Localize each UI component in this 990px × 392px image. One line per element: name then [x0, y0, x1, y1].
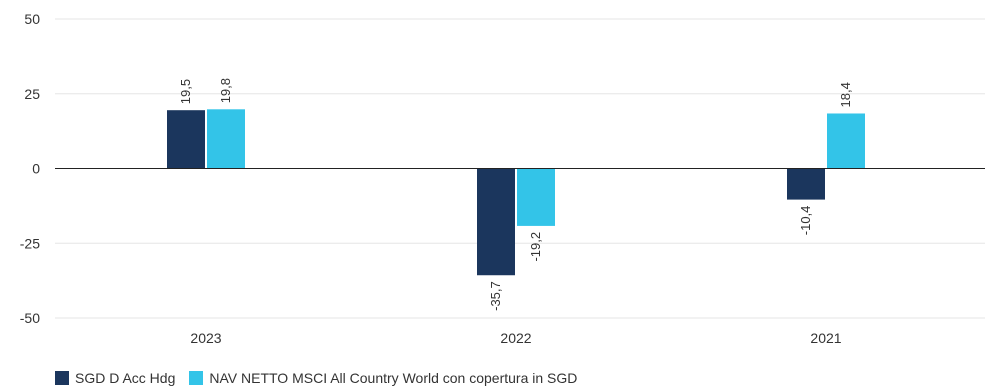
- y-tick-label: -25: [20, 235, 40, 251]
- legend-label-series-2: NAV NETTO MSCI All Country World con cop…: [209, 370, 578, 386]
- gridlines: [55, 18, 985, 319]
- x-axis: 2023 2022 2021: [190, 330, 841, 346]
- y-tick-label: 0: [32, 161, 40, 177]
- data-label-series-1-2022: -35,7: [488, 281, 503, 311]
- legend-swatch-series-1: [55, 371, 69, 385]
- bar-series-2-2023: [207, 109, 245, 169]
- y-axis: 50 25 0 -25 -50: [20, 11, 40, 326]
- bar-series-1-2022: [477, 168, 515, 276]
- bar-series-2-2021: [827, 113, 865, 169]
- data-label-series-2-2021: 18,4: [838, 82, 853, 107]
- bar-series-1-2023: [167, 110, 205, 169]
- legend-item-series-1: SGD D Acc Hdg: [55, 370, 175, 386]
- x-tick-label: 2023: [190, 330, 221, 346]
- y-tick-label: -50: [20, 310, 40, 326]
- legend-swatch-series-2: [189, 371, 204, 385]
- legend: SGD D Acc Hdg NAV NETTO MSCI All Country…: [55, 370, 577, 386]
- x-tick-label: 2021: [810, 330, 841, 346]
- y-tick-label: 50: [24, 11, 40, 27]
- bars: 19,5 19,8 -35,7 -19,2 -10,4 18,4: [167, 78, 865, 311]
- data-label-series-2-2023: 19,8: [218, 78, 233, 103]
- data-label-series-1-2021: -10,4: [798, 206, 813, 236]
- x-tick-label: 2022: [500, 330, 531, 346]
- legend-label-series-1: SGD D Acc Hdg: [75, 370, 176, 386]
- data-label-series-2-2022: -19,2: [528, 232, 543, 262]
- y-tick-label: 25: [24, 86, 40, 102]
- legend-item-series-2: NAV NETTO MSCI All Country World con cop…: [189, 370, 577, 386]
- bar-series-2-2022: [517, 168, 555, 226]
- bar-series-1-2021: [787, 168, 825, 200]
- data-label-series-1-2023: 19,5: [178, 79, 193, 104]
